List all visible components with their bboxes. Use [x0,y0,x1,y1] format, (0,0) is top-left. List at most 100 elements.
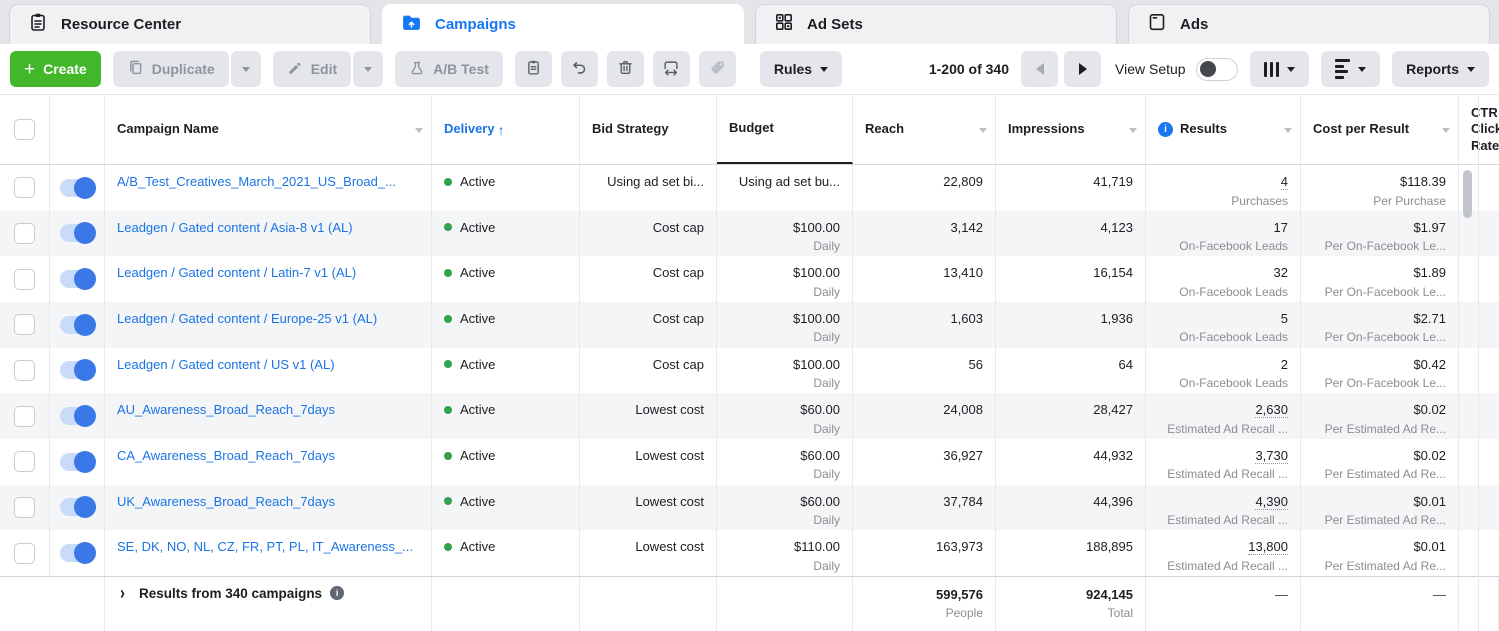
column-header-reach[interactable]: Reach [853,95,996,164]
campaign-name-link[interactable]: SE, DK, NO, NL, CZ, FR, PT, PL, IT_Aware… [117,539,413,555]
campaign-active-toggle[interactable] [59,359,96,382]
edit-dropdown-button[interactable] [353,51,384,87]
campaign-active-toggle[interactable] [59,405,96,428]
results-value[interactable]: 13,800 [1248,539,1288,556]
toggle-knob [73,313,96,336]
results-cell: 2 On-Facebook Leads [1146,347,1301,394]
toggle-knob [73,222,96,245]
active-status-dot-icon [444,543,452,551]
prev-page-button[interactable] [1021,51,1059,87]
info-icon[interactable]: i [330,586,345,601]
row-checkbox[interactable] [14,405,35,427]
next-page-button[interactable] [1064,51,1102,87]
undo-button[interactable] [560,51,598,87]
budget-cell: $60.00 Daily [717,393,853,439]
column-header-campaign-name[interactable]: Campaign Name [105,95,432,164]
column-header-bid-strategy[interactable]: Bid Strategy [580,95,717,164]
budget-period: Daily [813,376,840,391]
results-value[interactable]: 3,730 [1255,447,1288,464]
create-button[interactable]: + Create [10,51,101,87]
budget-period: Daily [813,558,840,573]
delete-button[interactable] [606,51,644,87]
campaign-name-link[interactable]: Leadgen / Gated content / US v1 (AL) [117,356,335,372]
export-preview-button[interactable] [652,51,690,87]
toggle-knob [73,496,96,519]
vertical-scrollbar-thumb[interactable] [1463,170,1472,218]
reach-cell: 56 [853,347,996,394]
tab-ads[interactable]: Ads [1128,4,1490,44]
plus-icon: + [24,58,36,80]
reach-value: 3,142 [950,219,983,235]
results-value[interactable]: 32 [1273,265,1288,281]
column-header-results[interactable]: i Results [1146,95,1301,164]
results-value[interactable]: 4 [1280,174,1288,190]
impressions-value: 64 [1118,356,1133,372]
campaign-row: Leadgen / Gated content / Europe-25 v1 (… [0,301,1499,348]
campaign-name-link[interactable]: AU_Awareness_Broad_Reach_7days [117,402,336,418]
columns-button[interactable] [1249,51,1310,87]
footer-budget-cell [717,576,853,631]
reports-button[interactable]: Reports [1392,51,1489,87]
campaign-active-toggle[interactable] [59,313,96,336]
ctr-cell [1459,256,1499,302]
campaign-active-toggle[interactable] [59,176,96,199]
expand-chevron-icon[interactable]: › [120,582,125,605]
campaign-name-link[interactable]: A/B_Test_Creatives_March_2021_US_Broad_.… [117,174,396,189]
campaign-name-link[interactable]: Leadgen / Gated content / Latin-7 v1 (AL… [117,265,357,281]
row-checkbox[interactable] [14,359,35,381]
clipboard-button[interactable] [514,51,552,87]
results-cell: 5 On-Facebook Leads [1146,301,1301,348]
view-setup-toggle[interactable] [1195,57,1238,81]
campaign-row: Leadgen / Gated content / Asia-8 v1 (AL)… [0,210,1499,257]
tab-campaigns[interactable]: Campaigns [382,4,744,44]
rules-button[interactable]: Rules [759,51,843,87]
duplicate-button[interactable]: Duplicate [112,51,229,87]
results-value[interactable]: 4,390 [1255,493,1288,510]
campaign-active-toggle[interactable] [59,268,96,291]
results-value[interactable]: 2 [1280,356,1288,372]
campaign-active-toggle[interactable] [59,222,96,245]
column-header-impressions[interactable]: Impressions [996,95,1146,164]
campaign-name-link[interactable]: Leadgen / Gated content / Asia-8 v1 (AL) [117,219,353,235]
row-checkbox[interactable] [14,496,35,518]
results-value[interactable]: 5 [1280,310,1288,326]
chevron-right-icon [1078,63,1087,75]
row-select-cell [0,530,50,576]
row-checkbox[interactable] [14,268,35,290]
results-value[interactable]: 2,630 [1255,402,1288,419]
campaign-active-toggle[interactable] [59,542,96,565]
row-checkbox[interactable] [14,314,35,336]
column-header-cost-per-result[interactable]: Cost per Result [1301,95,1459,164]
delivery-cell: Active [432,438,580,485]
column-header-ctr[interactable]: CTR Click Rate [1471,105,1499,153]
column-header-budget[interactable]: Budget [717,95,853,164]
bid-strategy-cell: Cost cap [580,210,717,257]
toggle-knob [73,268,96,291]
campaign-name-cell: Leadgen / Gated content / Europe-25 v1 (… [105,301,432,348]
budget-value: $100.00 [793,219,840,235]
campaign-active-toggle[interactable] [59,496,96,519]
row-checkbox[interactable] [14,177,35,199]
row-checkbox[interactable] [14,451,35,473]
row-checkbox[interactable] [14,542,35,564]
campaign-name-link[interactable]: CA_Awareness_Broad_Reach_7days [117,447,336,463]
tab-ad-sets[interactable]: Ad Sets [755,4,1117,44]
select-all-checkbox[interactable] [14,119,35,140]
column-header-delivery[interactable]: Delivery ↑ [432,95,580,164]
row-checkbox[interactable] [14,222,35,244]
campaign-active-toggle[interactable] [59,450,96,473]
bid-strategy-value: Cost cap [652,356,704,372]
results-cell: 13,800 Estimated Ad Recall ... [1146,530,1301,576]
duplicate-dropdown-button[interactable] [230,51,261,87]
footer-spacer [50,576,105,631]
ab-test-button[interactable]: A/B Test [395,51,503,87]
results-value[interactable]: 17 [1273,219,1288,235]
breakdown-button[interactable] [1321,51,1381,87]
campaign-name-link[interactable]: UK_Awareness_Broad_Reach_7days [117,493,336,509]
campaign-name-link[interactable]: Leadgen / Gated content / Europe-25 v1 (… [117,310,378,326]
info-icon[interactable]: i [1158,122,1173,137]
delivery-status: Active [460,493,496,509]
tag-button[interactable] [698,51,736,87]
edit-button[interactable]: Edit [272,51,352,87]
tab-resource-center[interactable]: Resource Center [9,4,371,44]
